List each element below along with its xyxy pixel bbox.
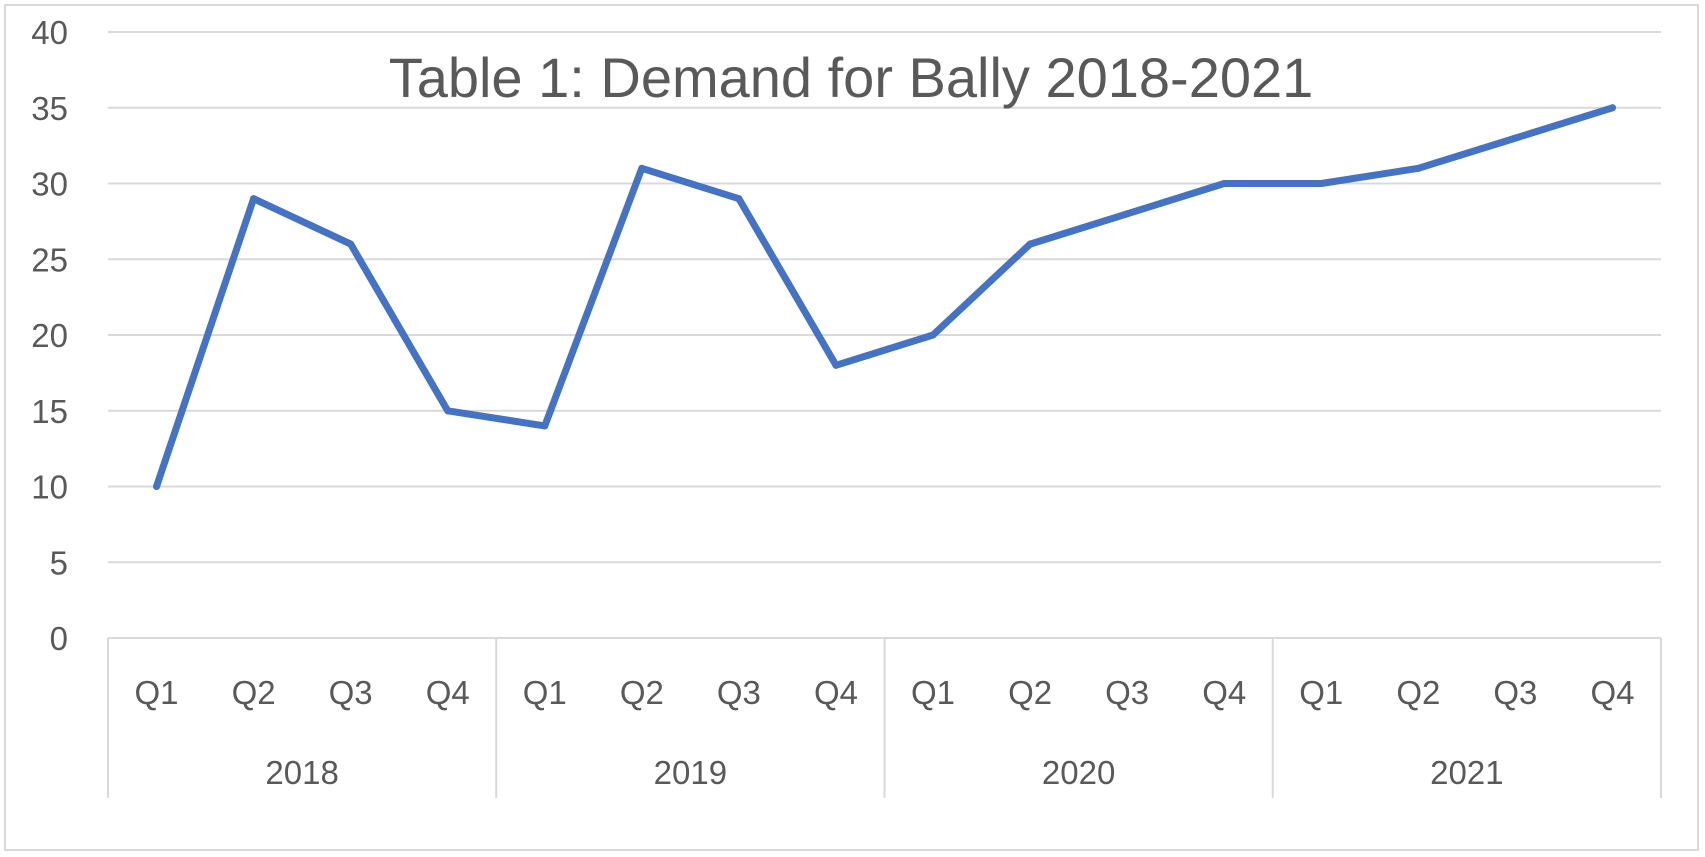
data-point [1608,104,1616,112]
x-tick-label-quarter: Q2 [620,674,664,711]
y-tick-label: 5 [50,544,68,581]
x-tick-label-quarter: Q4 [1202,674,1246,711]
x-axis-ticks: Q1 Q2 Q3 Q4 2018 Q1 Q2 Q3 Q4 2019 Q1 Q2 Q3 Q4 2020 Q1 Q2… [135,674,1635,791]
x-tick-label-quarter: Q2 [232,674,276,711]
x-tick-label-year: 2018 [265,754,338,791]
data-point [1026,240,1034,248]
category-axis [107,637,1662,798]
y-tick-label: 25 [31,241,68,278]
data-point [1511,134,1519,142]
x-tick-label-quarter: Q1 [1299,674,1343,711]
data-point [1414,164,1422,172]
data-point [250,195,258,203]
x-tick-label-quarter: Q4 [426,674,470,711]
data-point [1220,180,1228,187]
data-point [541,422,549,430]
x-tick-label-quarter: Q3 [1493,674,1537,711]
y-tick-label: 35 [31,90,68,127]
chart-title: Table 1: Demand for Bally 2018-2021 [389,46,1314,109]
data-point [347,240,355,248]
x-tick-label-quarter: Q2 [1396,674,1440,711]
data-point [1123,210,1131,218]
data-point [1317,180,1325,187]
y-tick-label: 30 [31,166,68,203]
x-tick-label-quarter: Q1 [911,674,955,711]
x-tick-label-quarter: Q1 [523,674,567,711]
x-tick-label-quarter: Q1 [135,674,179,711]
x-tick-label-year: 2021 [1430,754,1503,791]
chart-border [4,4,1699,851]
data-point [153,483,161,490]
data-point [929,331,937,339]
x-tick-label-quarter: Q3 [1105,674,1149,711]
x-tick-label-quarter: Q3 [717,674,761,711]
data-point [832,361,840,369]
y-axis-ticks: 0 5 10 15 20 25 30 35 40 [31,14,68,657]
y-tick-label: 10 [31,469,68,506]
x-tick-label-quarter: Q2 [1008,674,1052,711]
data-point [735,195,743,203]
series-layer [153,104,1616,490]
y-tick-label: 20 [31,317,68,354]
y-tick-label: 0 [50,620,68,657]
x-tick-label-quarter: Q4 [814,674,858,711]
x-tick-label-year: 2019 [654,754,727,791]
x-tick-label-quarter: Q3 [329,674,373,711]
x-tick-label-year: 2020 [1042,754,1115,791]
data-point [444,407,452,415]
y-tick-label: 40 [31,14,68,51]
gridlines [108,31,1661,564]
x-tick-label-quarter: Q4 [1590,674,1634,711]
y-tick-label: 15 [31,393,68,430]
data-point [638,164,646,172]
series-line-demand [153,104,1616,490]
